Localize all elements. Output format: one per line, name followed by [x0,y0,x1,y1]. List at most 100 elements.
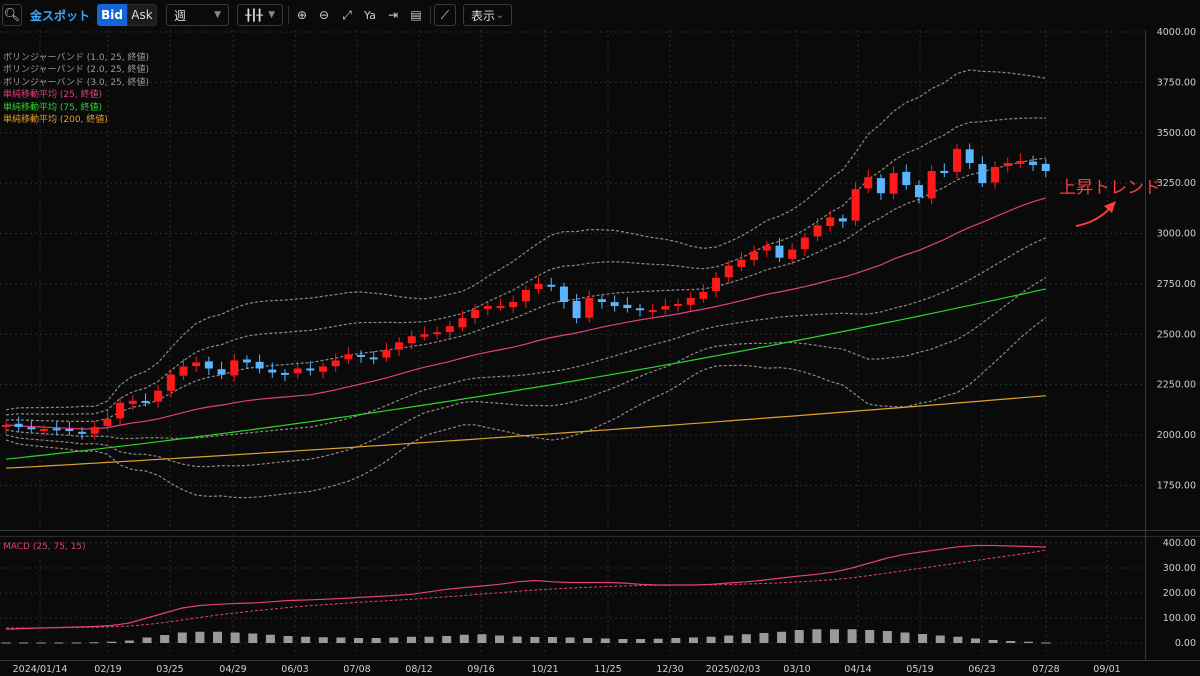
bollinger-lower-1 [5,237,1047,440]
zoom-out-icon: ⊖ [318,8,330,22]
macd-histogram-bar [336,637,346,643]
candle-body [902,171,911,186]
divider [430,6,431,24]
zoom-out-button[interactable]: ⊖ [314,4,334,26]
macd-histogram-bar [442,636,452,643]
macd-histogram-bar [812,629,822,643]
macd-histogram-bar [918,634,928,643]
x-tick-label: 03/10 [783,664,810,675]
macd-histogram-bar [424,636,434,643]
macd-histogram-bar [970,638,980,643]
note-button[interactable]: ▤ [406,4,426,26]
symbol-label[interactable]: 金スポット [30,8,91,23]
macd-histogram-bar [54,642,64,644]
crosshair-button[interactable]: Ya [360,4,380,26]
bollinger-lower-2 [5,277,1047,468]
y-tick-label: 3000.00 [1157,229,1196,240]
y-tick-label: 100.00 [1163,613,1196,624]
x-tick-label: 02/19 [94,664,121,675]
candle-body [686,297,695,305]
macd-histogram-bar [19,642,29,644]
macd-histogram-bar [265,634,275,643]
candle-body [369,357,378,360]
candle-body [293,368,302,374]
candle-body [762,245,771,251]
candle-body [559,286,568,303]
macd-histogram-bar [988,640,998,643]
candle-body [826,217,835,227]
display-label: 表示 [471,8,496,23]
candle-body [864,177,873,189]
macd-histogram-bar [318,637,328,643]
bid-button[interactable]: Bid [97,4,127,26]
legend-sma75: 単純移動平均 (75, 終値) [3,102,103,113]
macd-histogram-bar [107,641,117,643]
macd-histogram-bar [283,636,293,643]
search-button[interactable]: 🔍︎ [2,4,22,26]
candle-body [483,306,492,309]
macd-histogram-bar [777,631,787,643]
macd-histogram-bar [72,642,82,644]
candle-body [52,428,61,431]
candle-body [838,218,847,222]
candle-body [940,170,949,174]
macd-histogram-bar [371,638,381,643]
fit-screen-icon: ⤢ [342,7,352,22]
candle-body [331,360,340,367]
candle-body [1016,160,1025,164]
macd-histogram-bar [36,642,46,644]
macd-histogram-bar [600,638,610,643]
candle-body [230,360,239,376]
candlestick-icon: ╂┃╂ [245,8,263,22]
candle-body [750,251,759,260]
macd-histogram-bar [354,638,364,643]
fit-screen-button[interactable]: ⤢ [337,4,357,26]
x-tick-label: 09/01 [1093,664,1120,675]
macd-histogram-bar [847,629,857,643]
candle-body [585,297,594,318]
candle-body [737,259,746,267]
candle-body [521,289,530,302]
x-tick-label: 03/25 [156,664,183,675]
macd-histogram-bar [142,637,152,643]
candle-body [27,427,36,430]
macd-histogram-bar [213,631,223,643]
candle-body [141,400,150,403]
x-tick-label: 2024/01/14 [13,664,68,675]
x-tick-label: 11/25 [594,664,621,675]
y-tick-label: 0.00 [1175,638,1196,649]
candle-body [496,306,505,309]
period-select[interactable]: 週 ▼ [166,4,229,26]
candle-body [572,300,581,319]
y-tick-label: 3750.00 [1157,77,1196,88]
zoom-in-button[interactable]: ⊕ [292,4,312,26]
bollinger-upper-1 [6,157,1046,423]
x-tick-label: 04/14 [844,664,871,675]
display-menu[interactable]: 表示 ⌄ [463,4,512,26]
candle-body [14,423,23,427]
macd-histogram-bar [759,633,769,643]
y-tick-label: 400.00 [1163,538,1196,549]
macd-histogram-bar [495,635,505,643]
candle-body [927,171,936,199]
candle-body [192,362,201,367]
macd-histogram-bar [724,635,734,643]
macd-histogram-bar [636,639,646,643]
indicator-button[interactable]: ⟋ [434,4,456,26]
macd-histogram-bar [935,635,945,643]
chart-type-select[interactable]: ╂┃╂ ▼ [237,4,283,26]
candle-body [242,359,251,363]
candle-body [813,225,822,237]
macd-histogram-bar [124,640,134,643]
macd-histogram-bar [829,629,839,643]
macd-histogram-bar [530,637,540,643]
chevron-down-icon: ⌄ [495,9,504,21]
scroll-to-latest-button[interactable]: ⇥ [383,4,403,26]
crosshair-icon: Ya [364,8,376,22]
ask-button[interactable]: Ask [127,4,157,26]
bollinger-lower-3 [5,317,1047,499]
macd-histogram-bar [688,637,698,643]
macd-line [5,544,1047,630]
y-tick-label: 2750.00 [1157,279,1196,290]
